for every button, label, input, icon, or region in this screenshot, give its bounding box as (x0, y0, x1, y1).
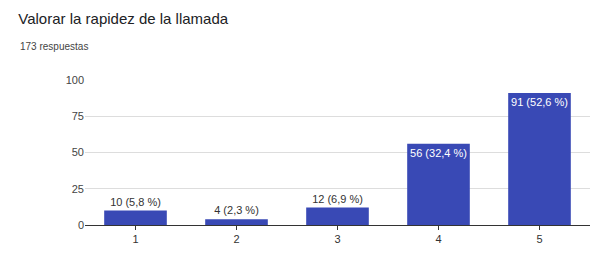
svg-text:3: 3 (334, 233, 340, 245)
svg-text:25: 25 (72, 183, 84, 195)
svg-text:4: 4 (435, 233, 441, 245)
svg-text:12 (6,9 %): 12 (6,9 %) (312, 193, 363, 205)
svg-text:Valorar la rapidez de la llama: Valorar la rapidez de la llamada (18, 10, 228, 27)
svg-text:2: 2 (233, 233, 239, 245)
svg-text:10 (5,8 %): 10 (5,8 %) (110, 196, 161, 208)
svg-text:50: 50 (72, 146, 84, 158)
svg-text:4 (2,3 %): 4 (2,3 %) (214, 204, 259, 216)
svg-text:5: 5 (536, 233, 542, 245)
svg-text:91 (52,6 %): 91 (52,6 %) (511, 96, 568, 108)
svg-text:1: 1 (132, 233, 138, 245)
svg-text:0: 0 (78, 219, 84, 231)
svg-text:56 (32,4 %): 56 (32,4 %) (410, 147, 467, 159)
svg-text:100: 100 (66, 74, 84, 86)
svg-text:173 respuestas: 173 respuestas (20, 41, 88, 52)
svg-text:75: 75 (72, 110, 84, 122)
